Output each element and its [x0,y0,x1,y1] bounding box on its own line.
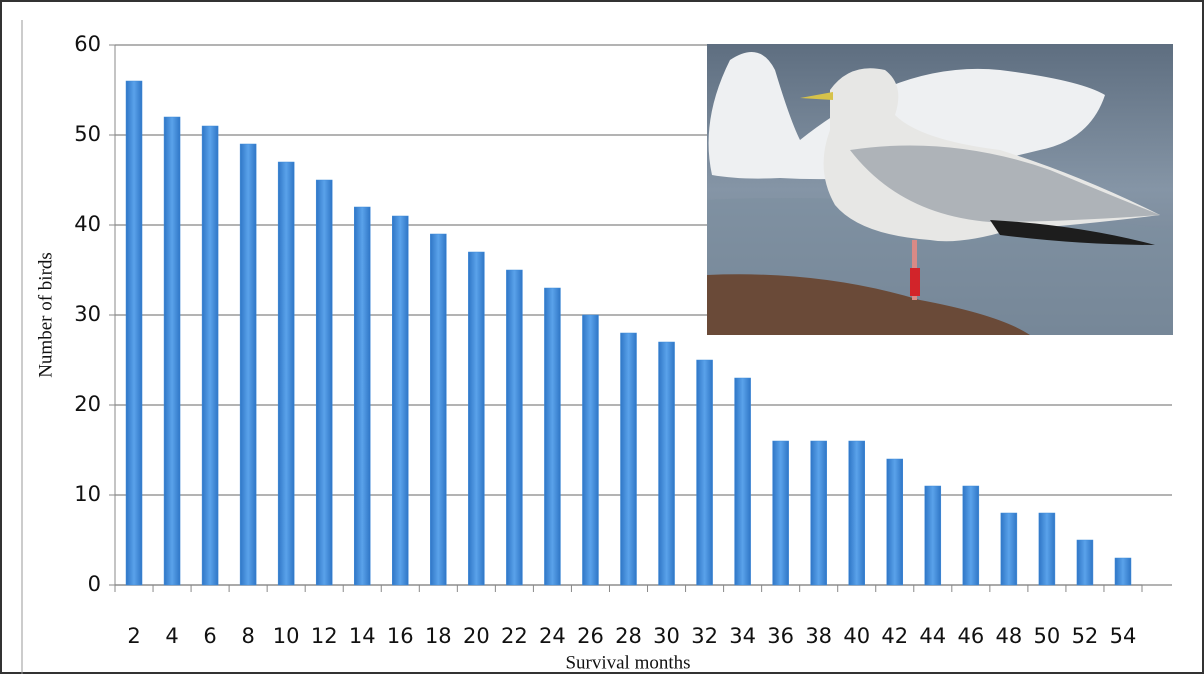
bar [1115,558,1131,585]
x-tick-label: 6 [203,624,216,648]
x-tick-label: 18 [425,624,452,648]
x-tick-label: 48 [996,624,1023,648]
bar [735,378,751,585]
bar [773,441,789,585]
x-tick-label: 28 [615,624,642,648]
x-tick-label: 38 [805,624,832,648]
bar [202,126,218,585]
x-tick-label: 34 [729,624,756,648]
bar [621,333,637,585]
x-tick-label: 4 [165,624,178,648]
bar [164,117,180,585]
y-tick-label: 50 [74,122,101,146]
photo-inset [707,44,1173,335]
x-tick-label: 20 [463,624,490,648]
x-tick-label: 12 [311,624,338,648]
photo-gull-ring [910,268,920,296]
bar [849,441,865,585]
x-tick-label: 44 [919,624,946,648]
x-tick-label: 50 [1034,624,1061,648]
x-axis-title: Survival months [565,652,690,673]
bar [506,270,522,585]
x-tick-label: 26 [577,624,604,648]
x-tick-label: 46 [957,624,984,648]
bar [1077,540,1093,585]
bar [582,315,598,585]
bar [925,486,941,585]
x-tick-label: 8 [241,624,254,648]
x-tick-label: 40 [843,624,870,648]
bar [887,459,903,585]
x-tick-label: 52 [1072,624,1099,648]
bar [963,486,979,585]
bar [659,342,675,585]
bar [126,81,142,585]
x-tick-label: 32 [691,624,718,648]
bar [430,234,446,585]
x-tick-label: 22 [501,624,528,648]
y-tick-label: 20 [74,392,101,416]
x-tick-label: 10 [273,624,300,648]
bar [1039,513,1055,585]
x-tick-label: 24 [539,624,566,648]
x-tick-label: 30 [653,624,680,648]
x-tick-label: 16 [387,624,414,648]
bar [278,162,294,585]
x-tick-label: 36 [767,624,794,648]
bar [240,144,256,585]
chart: Number of birds Survival months 0 10 20 30 4… [0,0,1204,674]
x-tick-label: 2 [127,624,140,648]
x-tick-label: 54 [1110,624,1137,648]
bar [392,216,408,585]
y-tick-label: 30 [74,302,101,326]
bar [811,441,827,585]
y-tick-label: 0 [88,572,101,596]
bar [1001,513,1017,585]
y-tick-label: 40 [74,212,101,236]
y-tick-label: 60 [74,32,101,56]
bar [544,288,560,585]
bar [354,207,370,585]
x-tick-label: 14 [349,624,376,648]
bar [697,360,713,585]
y-axis-title: Number of birds [35,252,56,378]
y-tick-label: 10 [74,482,101,506]
x-tick-label: 42 [881,624,908,648]
bar [468,252,484,585]
bar [316,180,332,585]
